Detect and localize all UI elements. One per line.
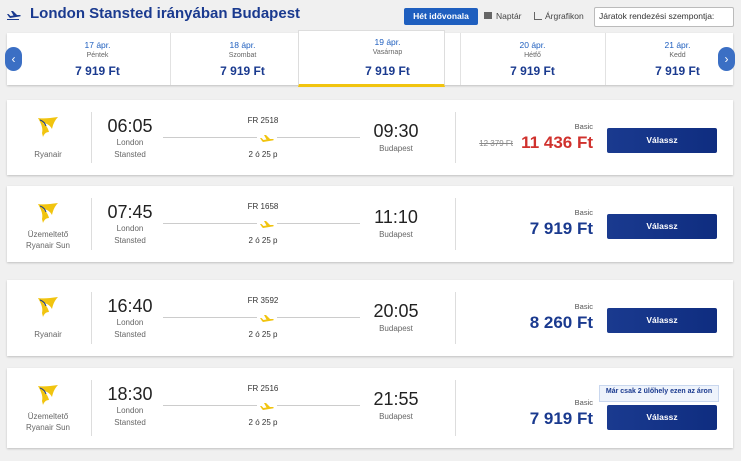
flight-number: FR 1658 xyxy=(247,202,279,211)
date-price: 7 919 Ft xyxy=(510,64,555,78)
select-button[interactable]: Válassz xyxy=(607,308,717,333)
duration: 2 ó 25 p xyxy=(248,418,278,427)
airline-logo xyxy=(36,202,60,229)
date-label: 20 ápr. xyxy=(519,40,546,50)
divider xyxy=(455,292,456,344)
day-label: Hétfő xyxy=(524,52,541,59)
fare-class: Basic xyxy=(574,208,593,217)
duration: 2 ó 25 p xyxy=(248,330,278,339)
tab-active[interactable] xyxy=(404,8,478,25)
date-label: 21 ápr. xyxy=(664,40,691,50)
arr-time: 21:55 xyxy=(373,389,419,409)
tab-label[interactable]: Hét idővonala xyxy=(413,11,469,21)
airline-name: Ryanair xyxy=(34,330,62,339)
tab-label[interactable]: Árgrafikon xyxy=(545,11,584,21)
route-plane xyxy=(257,400,277,418)
airline-logo xyxy=(36,384,60,411)
dep-airport: Stansted xyxy=(114,330,146,339)
price: 8 260 Ft xyxy=(529,313,593,332)
arr-city: Budapest xyxy=(379,324,413,333)
operator-label: Üzemeltető xyxy=(27,412,69,421)
divider xyxy=(91,380,92,436)
select-button[interactable]: Válassz xyxy=(607,405,717,430)
dep-time: 07:45 xyxy=(107,202,153,222)
price: 11 436 Ft xyxy=(521,133,593,152)
divider xyxy=(91,292,92,344)
airline-logo xyxy=(36,116,60,143)
date-label: 17 ápr. xyxy=(84,40,111,50)
divider xyxy=(455,112,456,163)
route-plane xyxy=(257,312,277,330)
date-divider xyxy=(605,33,606,85)
date-price: 7 919 Ft xyxy=(365,64,410,78)
select-button[interactable]: Válassz xyxy=(607,214,717,239)
airline-name: Ryanair Sun xyxy=(25,423,71,432)
divider xyxy=(455,198,456,250)
arr-time: 20:05 xyxy=(373,301,419,321)
day-label: Péntek xyxy=(86,52,109,59)
day-label: Kedd xyxy=(669,52,686,59)
divider xyxy=(455,380,456,436)
flight-number: FR 2516 xyxy=(247,384,279,393)
dep-city: London xyxy=(116,318,144,327)
arr-city: Budapest xyxy=(379,230,413,239)
price: 7 919 Ft xyxy=(529,219,593,238)
day-label: Vasárnap xyxy=(372,49,403,56)
route-plane xyxy=(257,132,277,150)
prev-arrow[interactable]: ‹ xyxy=(5,47,22,71)
dep-city: London xyxy=(116,224,144,233)
header-title: London Stansted irányában Budapest xyxy=(30,5,301,22)
date-divider xyxy=(170,33,171,85)
sort-select[interactable] xyxy=(594,7,734,27)
date-divider xyxy=(460,33,461,85)
airline-logo xyxy=(36,296,60,323)
dep-city: London xyxy=(116,406,144,415)
old-price: 12 379 Ft xyxy=(479,139,513,148)
day-label: Szombat xyxy=(228,52,257,59)
arr-time: 09:30 xyxy=(373,121,419,141)
flight-number: FR 2518 xyxy=(247,116,279,125)
airline-name: Ryanair xyxy=(34,150,62,159)
sort-label[interactable]: Járatok rendezési szempontja: xyxy=(599,11,715,21)
notice-text: Már csak 2 ülőhely ezen az áron xyxy=(605,388,713,395)
date-label: 18 ápr. xyxy=(229,40,256,50)
duration: 2 ó 25 p xyxy=(248,150,278,159)
date-price: 7 919 Ft xyxy=(75,64,120,78)
select-button[interactable]: Válassz xyxy=(607,128,717,153)
fare-class: Basic xyxy=(574,302,593,311)
header-icon xyxy=(7,8,21,26)
tab-label[interactable]: Naptár xyxy=(496,11,522,21)
date-selected[interactable] xyxy=(298,30,445,87)
dep-airport: Stansted xyxy=(114,150,146,159)
dep-airport: Stansted xyxy=(114,418,146,427)
dep-airport: Stansted xyxy=(114,236,146,245)
next-arrow[interactable]: › xyxy=(718,47,735,71)
route-plane xyxy=(257,218,277,236)
airline-name: Ryanair Sun xyxy=(25,241,71,250)
dep-city: London xyxy=(116,138,144,147)
operator-label: Üzemeltető xyxy=(27,230,69,239)
date-price: 7 919 Ft xyxy=(220,64,265,78)
dep-time: 16:40 xyxy=(107,296,153,316)
divider xyxy=(91,112,92,163)
arr-city: Budapest xyxy=(379,412,413,421)
notice-box xyxy=(599,385,719,402)
price: 7 919 Ft xyxy=(529,409,593,428)
dep-time: 06:05 xyxy=(107,116,153,136)
flight-number: FR 3592 xyxy=(247,296,279,305)
arr-time: 11:10 xyxy=(374,207,418,227)
tab-icon xyxy=(484,12,492,19)
date-price: 7 919 Ft xyxy=(655,64,700,78)
date-label: 19 ápr. xyxy=(374,37,401,47)
duration: 2 ó 25 p xyxy=(248,236,278,245)
tab-icon xyxy=(534,12,542,20)
fare-class: Basic xyxy=(574,398,593,407)
dep-time: 18:30 xyxy=(107,384,153,404)
divider xyxy=(91,198,92,250)
arr-city: Budapest xyxy=(379,144,413,153)
fare-class: Basic xyxy=(574,122,593,131)
